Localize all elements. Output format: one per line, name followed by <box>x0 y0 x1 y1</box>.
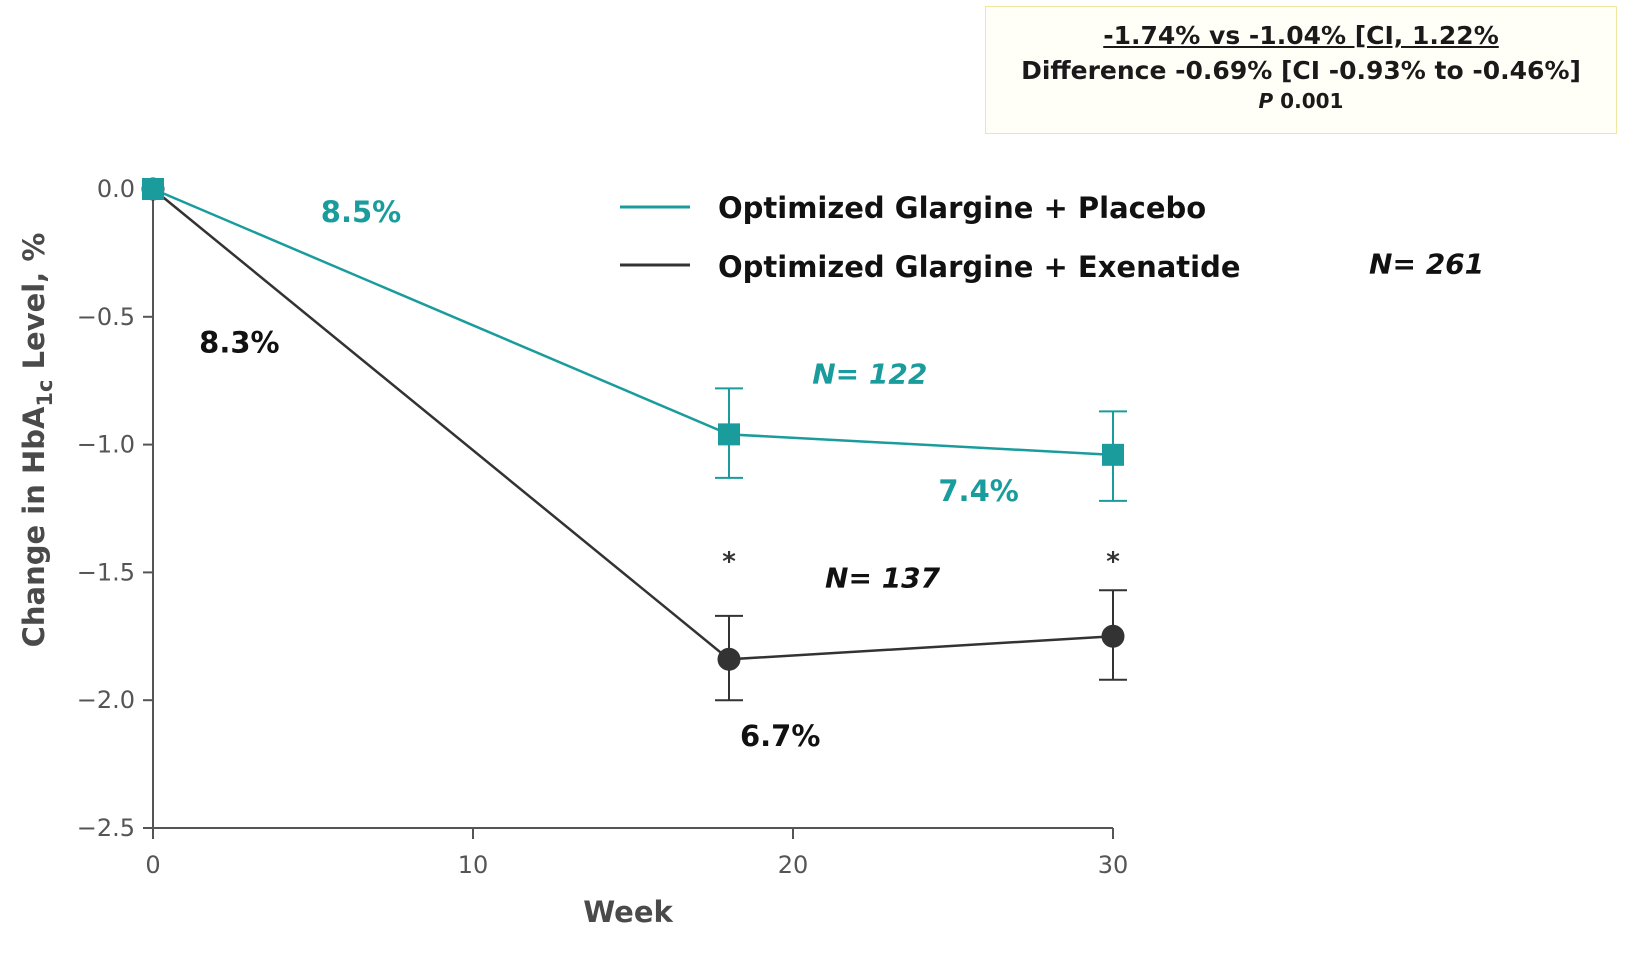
annotation-label: 8.3% <box>199 326 279 360</box>
annotation-label: N= 261 <box>1369 247 1484 280</box>
chart-annotations-layer: * * 8.5% 8.3% N= 122 7.4% N= 137 6.7% N= 261 <box>199 195 1484 753</box>
x-tick-label: 20 <box>778 851 809 879</box>
annotation-label: N= 122 <box>812 357 927 390</box>
y-axis-title-prefix: Change in HbA <box>17 406 51 647</box>
x-axis-title: Week <box>583 895 673 929</box>
significance-star: * <box>1106 547 1120 577</box>
y-axis-title-subscript: 1c <box>33 380 57 407</box>
y-tick-label: −2.0 <box>77 686 135 714</box>
p-value: 0.001 <box>1273 89 1344 113</box>
legend-label-placebo: Optimized Glargine + Placebo <box>718 191 1206 225</box>
y-tick-label: −1.0 <box>77 431 135 459</box>
stats-comparison-line: -1.74% vs -1.04% [CI, 1.22% <box>1103 21 1499 50</box>
series-placebo <box>142 178 1127 502</box>
series-line-placebo <box>152 187 1114 457</box>
y-tick-label: −1.5 <box>77 558 135 586</box>
x-tick-label: 0 <box>145 851 160 879</box>
x-tick-label: 10 <box>458 851 489 879</box>
y-tick-label: 0.0 <box>97 175 135 203</box>
annotation-label: 7.4% <box>938 474 1018 508</box>
y-tick-label: −2.5 <box>77 814 135 842</box>
marker-exenatide <box>1101 624 1125 648</box>
stats-summary-box: -1.74% vs -1.04% [CI, 1.22% Difference -… <box>985 6 1617 134</box>
p-symbol: P <box>1258 89 1274 113</box>
legend-label-exenatide: Optimized Glargine + Exenatide <box>718 250 1241 284</box>
chart-series-layer <box>141 177 1127 702</box>
y-axis-title: Change in HbA1c Level, % <box>17 233 57 648</box>
chart-axes: 0.0 −0.5 −1.0 −1.5 −2.0 −2.5 0 10 20 30 <box>77 175 1129 879</box>
x-tick-label: 30 <box>1098 851 1129 879</box>
y-tick-label: −0.5 <box>77 303 135 331</box>
stats-difference-line: Difference -0.69% [CI -0.93% to -0.46%] <box>1021 56 1581 85</box>
chart-legend: Optimized Glargine + Placebo Optimized G… <box>620 191 1241 284</box>
significance-star: * <box>722 547 736 577</box>
annotation-label: 8.5% <box>321 195 401 229</box>
marker-placebo <box>1102 443 1124 466</box>
stats-p-value-line: P 0.001 <box>986 89 1616 113</box>
marker-origin <box>142 178 164 200</box>
series-exenatide <box>141 177 1127 702</box>
marker-placebo <box>718 423 740 446</box>
annotation-label: N= 137 <box>825 562 941 595</box>
annotation-label: 6.7% <box>740 719 820 753</box>
marker-exenatide <box>717 647 741 671</box>
y-axis-title-suffix: Level, % <box>17 233 51 380</box>
